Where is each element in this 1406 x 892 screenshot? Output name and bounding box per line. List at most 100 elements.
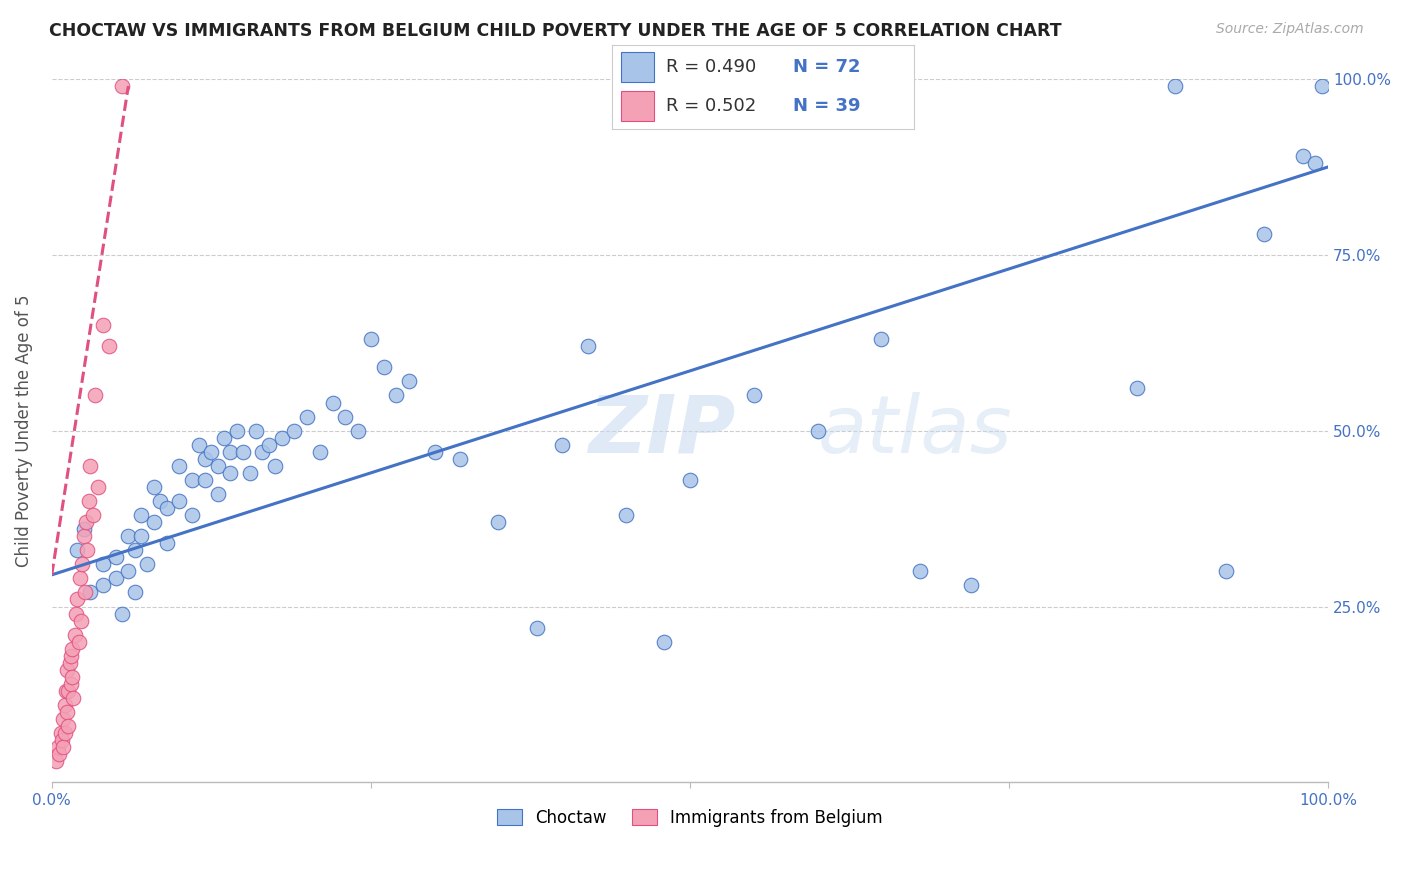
Point — [67, 634, 90, 648]
Point — [49, 726, 72, 740]
Point — [257, 438, 280, 452]
Point — [149, 494, 172, 508]
Point — [56, 705, 79, 719]
Point — [264, 458, 287, 473]
Point — [86, 480, 108, 494]
Point — [1310, 78, 1333, 93]
Point — [124, 543, 146, 558]
Point — [385, 388, 408, 402]
Legend: Choctaw, Immigrants from Belgium: Choctaw, Immigrants from Belgium — [491, 803, 890, 834]
Point — [73, 585, 96, 599]
Point — [252, 444, 274, 458]
Point — [1253, 227, 1275, 241]
Point — [347, 424, 370, 438]
Point — [181, 473, 204, 487]
Point — [84, 388, 107, 402]
Point — [423, 444, 446, 458]
Point — [181, 508, 204, 522]
Point — [129, 529, 152, 543]
Point — [55, 684, 77, 698]
Point — [219, 466, 242, 480]
Point — [959, 578, 981, 592]
Point — [232, 444, 254, 458]
Point — [200, 444, 222, 458]
Point — [52, 740, 75, 755]
Point — [219, 444, 242, 458]
Point — [335, 409, 357, 424]
Text: N = 39: N = 39 — [793, 96, 860, 114]
Point — [129, 508, 152, 522]
Point — [79, 585, 101, 599]
Point — [82, 508, 104, 522]
Point — [870, 332, 893, 346]
Point — [104, 571, 127, 585]
Point — [66, 543, 89, 558]
Point — [58, 719, 80, 733]
Text: N = 72: N = 72 — [793, 58, 860, 76]
Point — [270, 431, 292, 445]
Point — [908, 565, 931, 579]
Text: R = 0.490: R = 0.490 — [666, 58, 756, 76]
Point — [62, 690, 84, 705]
Point — [72, 558, 94, 572]
Point — [52, 712, 75, 726]
Point — [449, 451, 471, 466]
Point — [73, 522, 96, 536]
Point — [576, 339, 599, 353]
Point — [398, 375, 420, 389]
Point — [225, 424, 247, 438]
Point — [169, 458, 191, 473]
Point — [360, 332, 382, 346]
Point — [295, 409, 318, 424]
FancyBboxPatch shape — [620, 53, 654, 82]
Point — [136, 558, 159, 572]
Point — [117, 529, 139, 543]
Point — [45, 754, 67, 768]
Text: atlas: atlas — [817, 392, 1012, 470]
Point — [169, 494, 191, 508]
Point — [373, 360, 395, 375]
Point — [245, 424, 267, 438]
Point — [91, 578, 114, 592]
Point — [654, 634, 676, 648]
Point — [51, 733, 73, 747]
Point — [322, 395, 344, 409]
Text: R = 0.502: R = 0.502 — [666, 96, 756, 114]
Point — [156, 501, 179, 516]
Y-axis label: Child Poverty Under the Age of 5: Child Poverty Under the Age of 5 — [15, 294, 32, 567]
Point — [59, 656, 82, 670]
Text: Source: ZipAtlas.com: Source: ZipAtlas.com — [1216, 22, 1364, 37]
Point — [66, 592, 89, 607]
Point — [526, 621, 548, 635]
Point — [76, 543, 98, 558]
Point — [142, 515, 165, 529]
Point — [308, 444, 330, 458]
Point — [142, 480, 165, 494]
Point — [58, 684, 80, 698]
Text: CHOCTAW VS IMMIGRANTS FROM BELGIUM CHILD POVERTY UNDER THE AGE OF 5 CORRELATION : CHOCTAW VS IMMIGRANTS FROM BELGIUM CHILD… — [49, 22, 1062, 40]
Point — [117, 565, 139, 579]
Point — [187, 438, 209, 452]
Point — [77, 494, 100, 508]
Point — [283, 424, 305, 438]
Point — [194, 451, 217, 466]
Point — [239, 466, 262, 480]
Point — [48, 747, 70, 762]
Point — [98, 339, 121, 353]
Point — [60, 641, 83, 656]
Point — [65, 607, 87, 621]
Point — [75, 515, 97, 529]
Point — [679, 473, 702, 487]
Point — [60, 670, 83, 684]
Point — [111, 607, 134, 621]
Point — [70, 614, 93, 628]
Point — [488, 515, 510, 529]
Point — [1125, 381, 1147, 395]
Point — [91, 558, 114, 572]
Point — [79, 458, 101, 473]
Point — [156, 536, 179, 550]
Point — [1215, 565, 1237, 579]
Point — [91, 318, 114, 333]
Point — [207, 487, 229, 501]
Point — [806, 424, 828, 438]
